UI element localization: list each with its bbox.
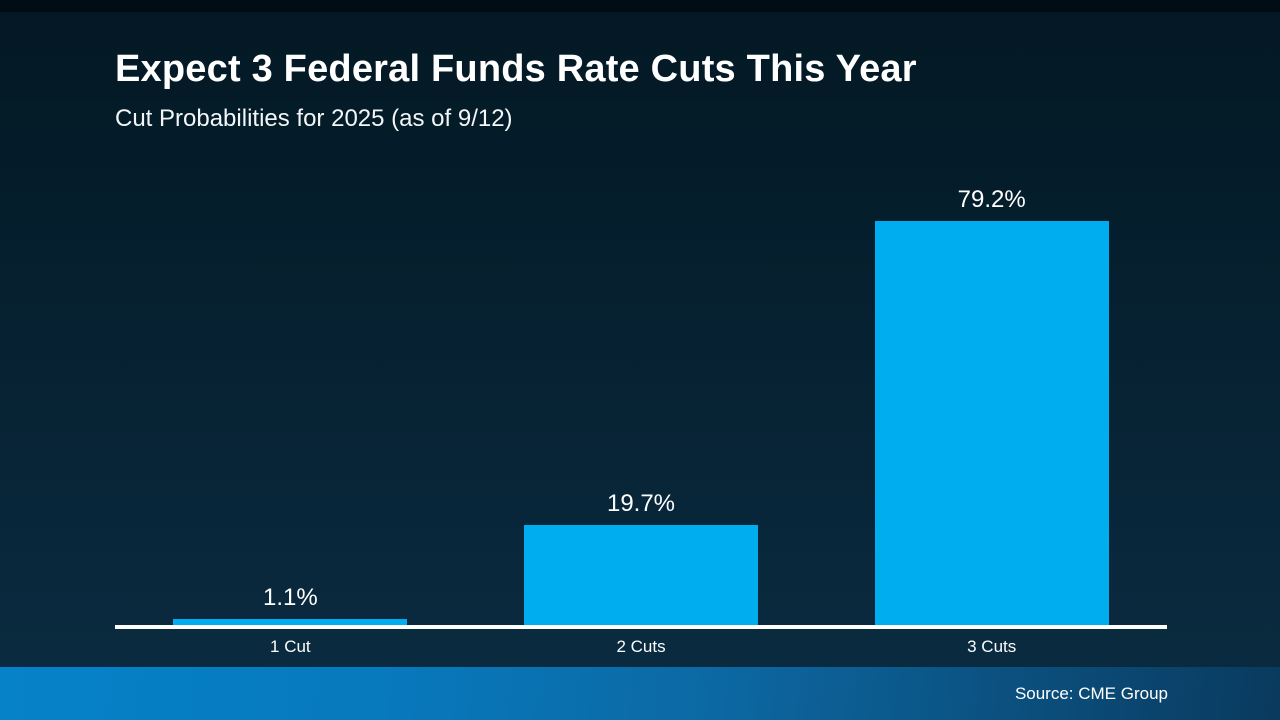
bar-3cuts (874, 221, 1109, 625)
page-subtitle: Cut Probabilities for 2025 (as of 9/12) (115, 105, 513, 132)
x-tick-label-3cuts: 3 Cuts (967, 637, 1017, 656)
x-tick-label-2cuts: 2 Cuts (616, 637, 666, 656)
x-tick-label-1cut: 1 Cut (270, 637, 311, 656)
bar-2cuts (524, 524, 758, 625)
bar-group-2cuts: 19.7% (466, 155, 817, 625)
header: Expect 3 Federal Funds Rate Cuts This Ye… (115, 48, 917, 133)
value-label-1cut: 1.1% (262, 584, 318, 612)
value-label-3cuts: 79.2% (957, 186, 1026, 213)
bar-1cut (173, 619, 408, 625)
bar-group-3cuts: 79.2% (816, 155, 1167, 625)
source-label: Source: CME Group (1014, 684, 1168, 703)
x-axis-labels: 1 Cut 2 Cuts 3 Cuts (115, 637, 1167, 657)
plot-area: 1.1% 19.7% 79.2% (115, 155, 1167, 625)
footer-bar: Source: CME Group (0, 667, 1280, 720)
page-title: Expect 3 Federal Funds Rate Cuts This Ye… (115, 48, 917, 90)
x-axis-line (115, 625, 1167, 629)
value-label-2cuts: 19.7% (606, 489, 676, 517)
top-dark-strip (0, 0, 1280, 12)
bar-group-1cut: 1.1% (115, 155, 466, 625)
bar-chart: 1.1% 19.7% 79.2% 1 Cut 2 Cuts 3 Cuts (115, 0, 1167, 720)
